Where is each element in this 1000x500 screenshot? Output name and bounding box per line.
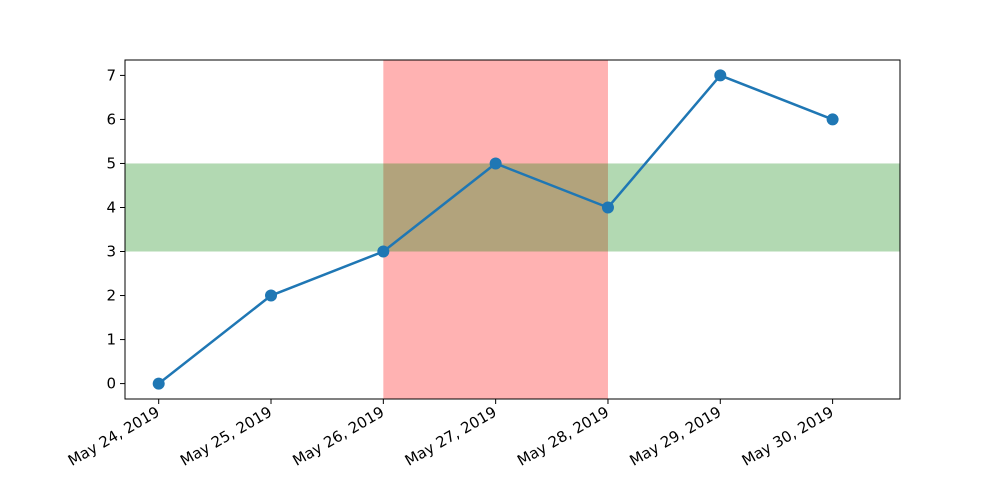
- data-point: [377, 245, 390, 258]
- y-tick-label: 1: [106, 331, 116, 349]
- axes-frame: [124, 59, 901, 400]
- y-axis: 0 1 2 3 4 5 6 7: [106, 66, 125, 393]
- horizontal-span: [125, 163, 900, 252]
- data-point: [826, 113, 839, 126]
- data-series: [152, 69, 839, 390]
- data-point: [714, 69, 727, 82]
- y-tick-label: 4: [106, 198, 116, 216]
- y-tick-label: 0: [106, 375, 116, 393]
- y-tick-label: 5: [106, 154, 116, 172]
- data-point: [265, 289, 278, 302]
- vertical-span: [383, 60, 608, 399]
- y-tick-label: 6: [106, 110, 116, 128]
- plot-area: [125, 60, 900, 399]
- data-point: [152, 377, 165, 390]
- y-tick-label: 3: [106, 243, 116, 261]
- y-tick-label: 7: [106, 66, 116, 84]
- data-point: [489, 157, 502, 170]
- y-tick-label: 2: [106, 287, 116, 305]
- data-point: [601, 201, 614, 214]
- highlight-spans: [125, 60, 900, 399]
